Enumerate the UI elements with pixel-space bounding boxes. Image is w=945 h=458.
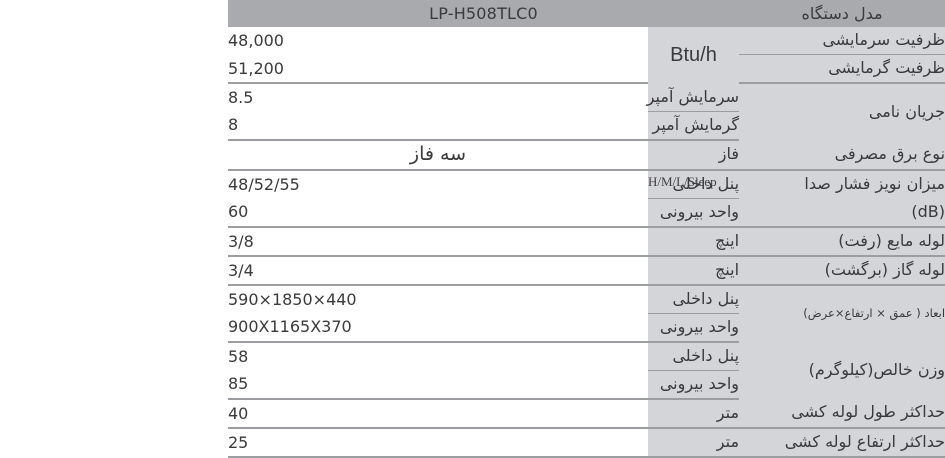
- sub-label-inch-gas: اینچ: [648, 255, 740, 286]
- sub-label-heating-amp: گرمایش آمپر: [648, 111, 740, 141]
- feature-noise-level-unit-db: (dB): [739, 198, 945, 228]
- feature-net-weight: وزن خالص(کیلوگرم): [739, 341, 945, 399]
- value-liquid-pipe: 3/8: [228, 226, 649, 257]
- value-net-weight-indoor: 58: [228, 341, 649, 370]
- table-row: وزن خالص(کیلوگرم) پنل داخلی 58: [228, 341, 945, 399]
- table-row: ظرفیت گرمایشی 51,200: [228, 54, 945, 84]
- table-row: لوله گاز (برگشت) اینچ 3/4: [228, 255, 945, 286]
- sub-label-outdoor-unit-weight: واحد بیرونی: [648, 370, 740, 400]
- value-dimensions-outdoor: 900X1165X370: [228, 313, 649, 343]
- value-heating-capacity: 51,200: [228, 54, 649, 84]
- table-row: گرمایش آمپر 8: [228, 111, 945, 141]
- value-noise-indoor: 48/52/55: [228, 169, 649, 198]
- table-row: میزان نویز فشار صدا پنل داخلی 48/52/55: [228, 169, 945, 199]
- table-header-row: مدل دستگاه LP-H508TLC0: [228, 0, 945, 27]
- table-row: جریان نامی سرمایش آمپر 8.5: [228, 83, 945, 140]
- header-feature-label: مدل دستگاه: [739, 0, 945, 27]
- value-nominal-current-heating: 8: [228, 111, 649, 141]
- sub-label-meter-length: متر: [648, 398, 740, 429]
- feature-max-pipe-length: حداکثر طول لوله کشی: [739, 398, 945, 429]
- value-cooling-capacity: 48,000: [228, 27, 649, 55]
- feature-gas-pipe: لوله گاز (برگشت): [739, 255, 945, 286]
- value-noise-outdoor: 60: [228, 198, 649, 228]
- value-dimensions-indoor: 590×1850×440: [228, 284, 649, 313]
- feature-cooling-capacity: ظرفیت سرمایشی: [739, 27, 945, 55]
- sub-label-meter-height: متر: [648, 427, 740, 458]
- value-max-pipe-length: 40: [228, 398, 649, 429]
- sub-label-phase: فاز: [648, 139, 740, 171]
- table-row: لوله مایع (رفت) اینچ 3/8: [228, 226, 945, 257]
- sub-label-indoor-panel-dimensions: پنل داخلی: [648, 284, 740, 314]
- sub-label-cooling-amp: سرمایش آمپر: [647, 83, 740, 112]
- table-row: حداکثر ارتفاع لوله کشی متر 25: [228, 427, 945, 458]
- value-power-type: سه فاز: [228, 139, 649, 171]
- feature-dimensions: ابعاد ( عمق × ارتفاع×عرض): [739, 284, 945, 342]
- value-max-pipe-height: 25: [228, 427, 649, 458]
- feature-nominal-current: جریان نامی: [739, 83, 945, 140]
- table-row: حداکثر طول لوله کشی متر 40: [228, 398, 945, 429]
- sub-label-indoor-panel-weight: پنل داخلی: [648, 341, 740, 371]
- value-nominal-current-cooling: 8.5: [228, 83, 649, 111]
- sub-label-indoor-panel-noise: پنل داخلی: [648, 169, 740, 199]
- table-row: ظرفیت سرمایشی Btu/h 48,000: [228, 27, 945, 83]
- specification-table: مدل دستگاه LP-H508TLC0 ظرفیت سرمایشی Btu…: [228, 0, 945, 458]
- feature-power-type: نوع برق مصرفی: [739, 139, 945, 171]
- sub-label-outdoor-unit-dimensions: واحد بیرونی: [648, 313, 740, 343]
- feature-heating-capacity: ظرفیت گرمایشی: [739, 54, 945, 84]
- sub-label-indoor-panel-noise-text: پنل داخلی: [672, 173, 740, 193]
- value-net-weight-outdoor: 85: [228, 370, 649, 400]
- sub-label-inch-liquid: اینچ: [648, 226, 740, 257]
- value-gas-pipe: 3/4: [228, 255, 649, 286]
- feature-max-pipe-height: حداکثر ارتفاع لوله کشی: [739, 427, 945, 458]
- feature-noise-level: میزان نویز فشار صدا: [739, 169, 945, 198]
- table-row: واحد بیرونی 900X1165X370: [228, 313, 945, 343]
- sub-label-outdoor-unit-noise: واحد بیرونی: [648, 198, 740, 228]
- table-row: واحد بیرونی 85: [228, 370, 945, 400]
- unit-btu-per-hour: Btu/h: [648, 27, 740, 83]
- table-row: ابعاد ( عمق × ارتفاع×عرض) پنل داخلی 590×…: [228, 284, 945, 342]
- table-row: (dB) واحد بیرونی 60: [228, 198, 945, 228]
- header-model-label: LP-H508TLC0: [228, 0, 740, 27]
- table-row: نوع برق مصرفی فاز سه فاز: [228, 139, 945, 171]
- feature-liquid-pipe: لوله مایع (رفت): [739, 226, 945, 257]
